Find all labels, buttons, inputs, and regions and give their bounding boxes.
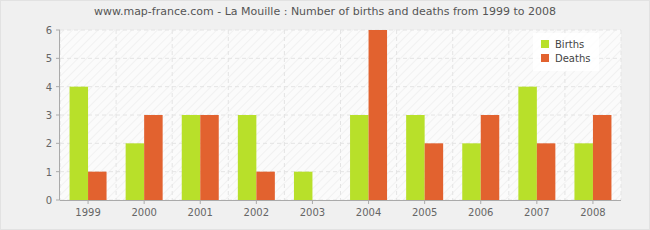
y-tick-label: 5 (46, 53, 52, 64)
bar (406, 115, 425, 200)
chart-container: www.map-france.com - La Mouille : Number… (0, 0, 650, 230)
bar (574, 143, 593, 200)
y-tick-label: 3 (46, 110, 52, 121)
x-tick-label: 2002 (244, 207, 269, 218)
bar (88, 172, 107, 200)
x-tick-label: 2008 (580, 207, 605, 218)
x-tick-label: 2004 (356, 207, 381, 218)
legend-swatch (541, 40, 549, 48)
bar (182, 115, 201, 200)
x-tick-label: 2001 (188, 207, 213, 218)
bar (593, 115, 612, 200)
x-tick-label: 2007 (524, 207, 549, 218)
x-tick (480, 200, 481, 204)
bar (518, 87, 537, 200)
grid-line-vertical (172, 30, 173, 200)
grid-line-vertical (116, 30, 117, 200)
bar (256, 172, 275, 200)
bar (312, 200, 331, 201)
x-tick-label: 2003 (300, 207, 325, 218)
y-tick-label: 1 (46, 167, 52, 178)
grid-line-vertical (340, 30, 341, 200)
bars (70, 30, 612, 200)
x-tick (536, 200, 537, 204)
grid-line-vertical (508, 30, 509, 200)
legend-swatch (541, 54, 549, 62)
x-tick (592, 200, 593, 204)
legend: Births Deaths (533, 33, 599, 71)
bar (144, 115, 163, 200)
y-tick-label: 0 (46, 195, 52, 206)
grid-line-vertical (228, 30, 229, 200)
y-tick-label: 2 (46, 138, 52, 149)
x-tick (424, 200, 425, 204)
grid-line-vertical (284, 30, 285, 200)
title: www.map-france.com - La Mouille : Number… (94, 5, 556, 18)
plot-area (60, 30, 621, 200)
y-axis (59, 30, 60, 200)
grid-line-vertical (452, 30, 453, 200)
bar (462, 143, 481, 200)
x-tick (256, 200, 257, 204)
bar (537, 143, 556, 200)
outer-border (1, 1, 650, 230)
legend-label: Deaths (555, 53, 590, 64)
x-tick-label: 2000 (131, 207, 156, 218)
bar (425, 143, 444, 200)
bar (126, 143, 144, 200)
legend-box (533, 33, 599, 71)
y-tick-label: 4 (46, 82, 52, 93)
chart-svg: www.map-france.com - La Mouille : Number… (0, 0, 650, 230)
bar (70, 87, 89, 200)
x-tick (368, 200, 369, 204)
bar (294, 172, 313, 200)
x-tick (312, 200, 313, 204)
x-tick-label: 2005 (412, 207, 437, 218)
x-tick-label: 1999 (75, 207, 100, 218)
y-tick-label: 6 (46, 25, 52, 36)
x-tick (144, 200, 145, 204)
x-tick (200, 200, 201, 204)
x-tick (88, 200, 89, 204)
grid-line-vertical (396, 30, 397, 200)
legend-label: Births (555, 39, 584, 50)
bar (238, 115, 257, 200)
grid-line-vertical (60, 30, 61, 200)
grid-line-vertical (621, 30, 622, 200)
bar (200, 115, 219, 200)
background (0, 0, 650, 230)
bar (350, 115, 369, 200)
bar (369, 30, 388, 200)
bar (481, 115, 500, 200)
x-tick-label: 2006 (468, 207, 493, 218)
